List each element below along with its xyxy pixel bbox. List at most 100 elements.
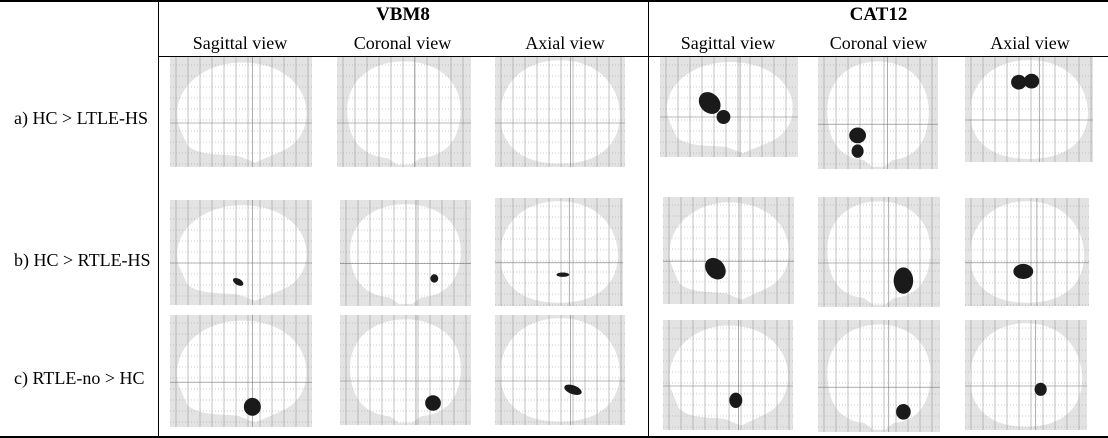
glass-brain-image — [965, 57, 1093, 162]
brain-panel-vbm8-axial-row-b — [495, 198, 623, 306]
brain-panel-vbm8-axial-row-c — [495, 315, 625, 425]
col-head-cat12-coronal: Coronal view — [829, 33, 928, 53]
group-title-cat12: CAT12 — [849, 4, 908, 25]
brain-panel-cat12-axial-row-c — [965, 320, 1087, 430]
activation-cluster — [849, 127, 866, 144]
glass-brain-image — [818, 320, 940, 432]
brain-outline — [350, 319, 461, 423]
grid-lines — [965, 320, 1087, 430]
glass-brain-image — [818, 197, 940, 307]
col-head-vbm8-coronal: Coronal view — [353, 33, 452, 53]
activation-cluster — [698, 92, 721, 114]
col-head-cat12-sagittal: Sagittal view — [680, 33, 776, 53]
brain-outline — [177, 320, 307, 423]
glass-brain-image — [170, 200, 312, 305]
brain-outline — [350, 204, 461, 304]
grid-lines — [663, 197, 794, 304]
row-label-c: c) RTLE-no > HC — [14, 368, 145, 388]
activation-cluster — [564, 384, 582, 395]
activation-cluster — [729, 392, 743, 408]
brain-panel-vbm8-sagittal-row-b — [170, 200, 312, 305]
glass-brain-image — [340, 315, 471, 425]
brain-outline — [969, 323, 1083, 427]
grid-lines — [660, 57, 798, 157]
brain-panel-vbm8-coronal-row-b — [340, 200, 471, 306]
col-head-cat12-axial: Axial view — [990, 33, 1070, 53]
brain-panel-vbm8-coronal-row-a — [337, 57, 471, 167]
brain-outline — [177, 62, 307, 163]
glass-brain-image — [170, 315, 312, 427]
glass-brain-image — [495, 315, 625, 425]
glass-brain-image — [340, 200, 471, 306]
activation-cluster — [1011, 74, 1027, 90]
left-divider — [158, 0, 159, 438]
group-divider — [648, 0, 649, 438]
activation-cluster — [896, 404, 911, 420]
bottom-rule — [0, 436, 1108, 438]
brain-panel-vbm8-sagittal-row-c — [170, 315, 312, 427]
brain-outline — [669, 202, 789, 300]
header-rule — [158, 56, 1108, 57]
glass-brain-image — [663, 197, 794, 304]
grid-lines — [818, 57, 938, 169]
grid-lines — [170, 200, 312, 305]
top-rule — [0, 0, 1108, 2]
brain-outline — [177, 205, 307, 301]
brain-panel-cat12-axial-row-a — [965, 57, 1093, 162]
brain-outline — [827, 324, 931, 430]
glass-brain-image — [965, 198, 1089, 306]
brain-panel-cat12-sagittal-row-c — [663, 320, 793, 430]
activation-cluster — [705, 257, 726, 280]
glass-brain-image — [660, 57, 798, 157]
grid-lines — [340, 200, 471, 306]
glass-brain-image — [495, 57, 625, 167]
glass-brain-image — [818, 57, 938, 169]
brain-outline — [500, 318, 620, 422]
brain-panel-cat12-coronal-row-b — [818, 197, 940, 307]
brain-panel-cat12-axial-row-b — [965, 198, 1089, 306]
glass-brain-image — [965, 320, 1087, 430]
activation-cluster — [1023, 73, 1040, 89]
grid-lines — [170, 57, 312, 167]
glass-brain-image — [170, 57, 312, 167]
brain-panel-cat12-sagittal-row-b — [663, 197, 794, 304]
brain-panel-cat12-sagittal-row-a — [660, 57, 798, 157]
activation-cluster — [1034, 382, 1047, 396]
grid-lines — [495, 315, 625, 425]
activation-cluster — [716, 110, 731, 124]
activation-cluster — [556, 272, 570, 277]
grid-lines — [495, 57, 625, 167]
grid-lines — [495, 198, 623, 306]
grid-lines — [818, 320, 940, 432]
brain-outline — [970, 60, 1088, 159]
brain-outline — [500, 201, 618, 303]
brain-panel-cat12-coronal-row-a — [818, 57, 938, 169]
brain-outline — [347, 61, 461, 165]
glass-brain-image — [663, 320, 793, 430]
grid-lines — [663, 320, 793, 430]
glass-brain-image — [337, 57, 471, 167]
brain-outline — [667, 61, 793, 153]
row-label-a: a) HC > LTLE-HS — [14, 108, 148, 128]
brain-panel-cat12-coronal-row-c — [818, 320, 940, 432]
group-title-vbm8: VBM8 — [376, 4, 430, 25]
grid-lines — [340, 315, 471, 425]
brain-outline — [500, 60, 620, 164]
brain-outline — [827, 201, 931, 305]
row-label-b: b) HC > RTLE-HS — [14, 250, 151, 270]
brain-outline — [827, 61, 929, 167]
activation-cluster — [243, 397, 261, 416]
brain-panel-vbm8-sagittal-row-a — [170, 57, 312, 167]
activation-cluster — [851, 144, 864, 158]
brain-panel-vbm8-axial-row-a — [495, 57, 625, 167]
activation-cluster — [430, 274, 439, 283]
grid-lines — [337, 57, 471, 167]
brain-panel-vbm8-coronal-row-c — [340, 315, 471, 425]
col-head-vbm8-sagittal: Sagittal view — [192, 33, 288, 53]
activation-cluster — [425, 395, 441, 411]
activation-cluster — [1013, 263, 1034, 279]
grid-lines — [965, 198, 1089, 306]
brain-outline — [969, 201, 1085, 303]
col-head-vbm8-axial: Axial view — [525, 33, 605, 53]
activation-cluster — [893, 267, 914, 294]
